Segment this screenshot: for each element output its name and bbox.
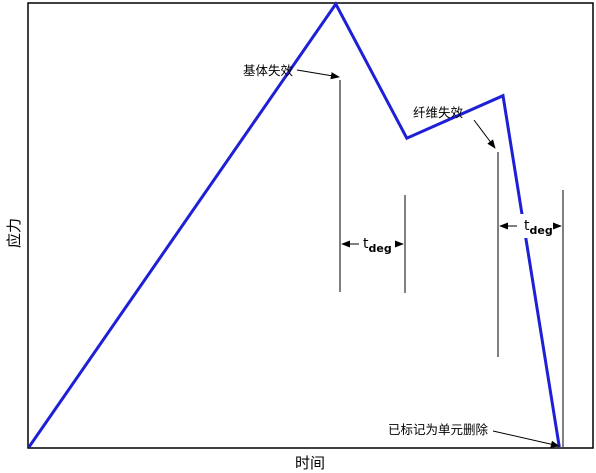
- tdeg-label-2: tdeg: [524, 218, 553, 237]
- tdeg-label-1: tdeg: [363, 236, 392, 255]
- annotation-element-deleted: 已标记为单元删除: [388, 422, 489, 437]
- plot-frame: [27, 2, 594, 449]
- annotation-arrow-fiber: [473, 119, 496, 149]
- stress-curve: [27, 1, 561, 448]
- annotation-arrow-deleted: [492, 430, 560, 448]
- x-axis-label: 时间: [295, 454, 325, 472]
- tdeg-interval-2: tdeg: [499, 214, 562, 238]
- annotation-arrow-matrix: [296, 69, 340, 80]
- tdeg-interval-1: tdeg: [341, 232, 404, 256]
- annotation-fiber-failure: 纤维失效: [413, 105, 464, 120]
- annotation-matrix-failure: 基体失效: [243, 63, 294, 78]
- y-axis-label: 应力: [5, 218, 23, 248]
